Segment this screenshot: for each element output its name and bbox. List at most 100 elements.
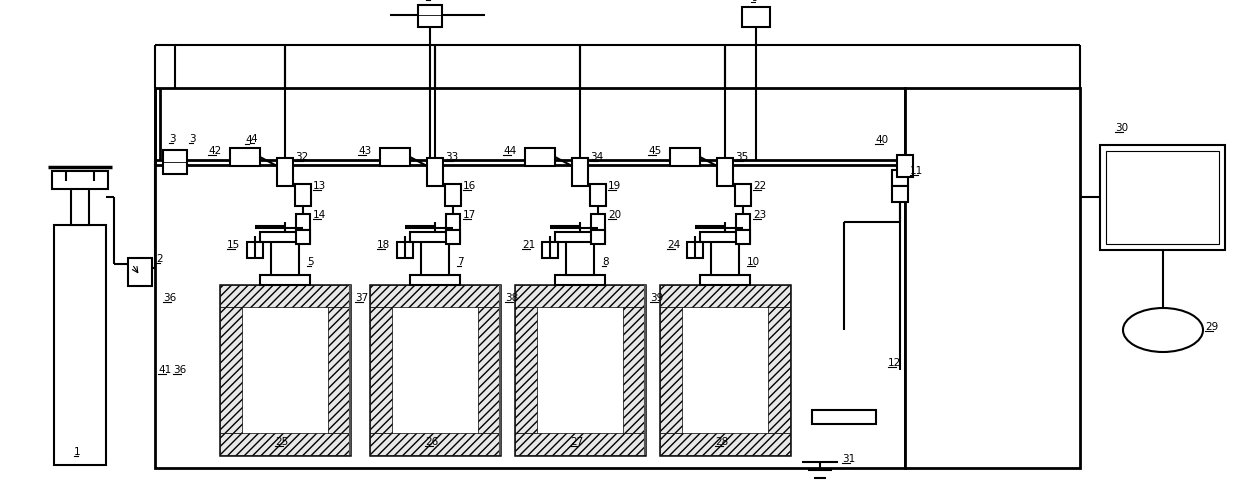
Text: 18: 18 [377, 240, 391, 250]
Bar [737, 214, 750, 230]
Bar [735, 184, 751, 206]
Bar [277, 158, 293, 186]
Bar [71, 187, 89, 225]
Text: 6: 6 [427, 0, 433, 1]
Bar [427, 158, 443, 186]
Text: 21: 21 [522, 240, 536, 250]
Bar [701, 232, 750, 242]
Text: 36: 36 [162, 293, 176, 303]
Text: 1: 1 [74, 447, 81, 457]
Bar [897, 155, 913, 177]
Text: 39: 39 [650, 293, 663, 303]
Text: 19: 19 [608, 181, 621, 191]
Text: 44: 44 [503, 146, 516, 156]
Bar [260, 275, 310, 285]
Bar [52, 171, 108, 189]
Text: 27: 27 [570, 437, 583, 447]
Text: 15: 15 [227, 240, 241, 250]
Bar [556, 275, 605, 285]
Bar [737, 230, 750, 244]
Bar [379, 148, 410, 166]
Text: 3: 3 [169, 134, 176, 144]
Bar [515, 433, 645, 455]
Text: 43: 43 [358, 146, 371, 156]
Text: 45: 45 [649, 146, 661, 156]
Bar [219, 285, 350, 307]
Text: 2: 2 [156, 254, 162, 264]
Bar [556, 232, 605, 242]
Text: 41: 41 [157, 365, 171, 375]
Text: 28: 28 [715, 437, 728, 447]
Bar [892, 186, 908, 202]
Text: 35: 35 [735, 152, 748, 162]
Text: 42: 42 [208, 146, 221, 156]
Text: 26: 26 [425, 437, 438, 447]
Text: 16: 16 [463, 181, 476, 191]
Bar [812, 410, 875, 424]
Bar [768, 307, 790, 433]
Text: 11: 11 [910, 166, 924, 176]
Bar [370, 433, 500, 455]
Bar [260, 232, 310, 242]
Text: 10: 10 [746, 257, 760, 267]
Bar [219, 285, 350, 455]
Text: 12: 12 [888, 358, 901, 368]
Bar [660, 285, 790, 455]
Text: 31: 31 [842, 454, 856, 464]
Text: 20: 20 [608, 210, 621, 220]
Bar [1100, 145, 1225, 250]
Bar [515, 307, 537, 433]
Bar [591, 230, 605, 244]
Text: 30: 30 [1115, 123, 1128, 133]
Bar [717, 158, 733, 186]
Text: 36: 36 [174, 365, 186, 375]
Text: 32: 32 [295, 152, 309, 162]
Text: 14: 14 [312, 210, 326, 220]
Text: 34: 34 [590, 152, 603, 162]
Bar [572, 158, 588, 186]
Text: 38: 38 [505, 293, 518, 303]
Bar [247, 242, 263, 258]
Bar [410, 275, 460, 285]
Text: 17: 17 [463, 210, 476, 220]
Bar [422, 240, 449, 275]
Bar [1106, 151, 1219, 244]
Bar [219, 433, 350, 455]
Bar [515, 285, 645, 307]
Bar [55, 225, 105, 465]
Bar [410, 232, 460, 242]
Bar [418, 5, 441, 27]
Bar [660, 285, 790, 307]
Text: 5: 5 [308, 257, 314, 267]
Bar [515, 285, 645, 455]
Bar [295, 184, 311, 206]
Bar [701, 275, 750, 285]
Text: 23: 23 [753, 210, 766, 220]
Text: 24: 24 [667, 240, 681, 250]
Bar [370, 285, 500, 307]
Bar [272, 240, 299, 275]
Text: 9: 9 [751, 0, 758, 3]
Bar [542, 242, 558, 258]
Bar [219, 307, 242, 433]
Bar [742, 7, 770, 27]
Bar [670, 148, 701, 166]
Bar [660, 307, 682, 433]
Bar [660, 433, 790, 455]
Text: 40: 40 [875, 135, 888, 145]
Bar [229, 148, 260, 166]
Text: 8: 8 [601, 257, 609, 267]
Bar [446, 214, 460, 230]
Text: 29: 29 [1205, 322, 1218, 332]
Bar [445, 184, 461, 206]
Bar [905, 88, 1080, 468]
Bar [446, 230, 460, 244]
Text: 4: 4 [246, 135, 252, 145]
Text: 33: 33 [445, 152, 459, 162]
Bar [622, 307, 645, 433]
Bar [128, 258, 153, 286]
Bar [687, 242, 703, 258]
Bar [162, 150, 187, 174]
Bar [370, 307, 392, 433]
Bar [155, 88, 905, 468]
